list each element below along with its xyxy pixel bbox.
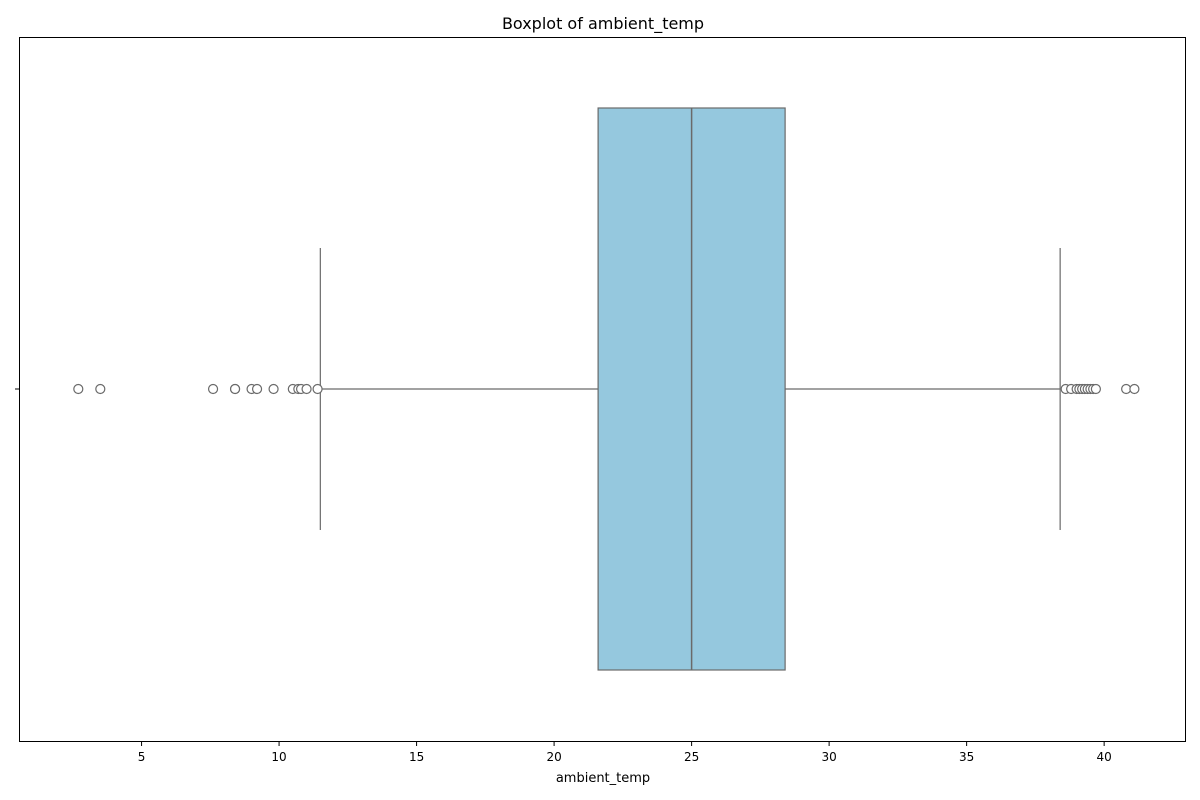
chart-title: Boxplot of ambient_temp [502,14,704,34]
x-axis-tick-label: 10 [271,750,286,764]
x-axis-tick-label: 5 [138,750,146,764]
outlier-point [251,383,263,395]
x-axis-tick-label: 40 [1097,750,1112,764]
outlier-point [312,383,323,395]
x-axis-tick-label: 35 [959,750,974,764]
x-axis-tick-label: 20 [546,750,561,764]
x-axis-tick-label: 15 [409,750,424,764]
outlier-point [268,383,279,395]
outlier-point [301,383,312,395]
outlier-point [1090,383,1101,395]
x-axis-tick-label: 25 [684,750,699,764]
outlier-point [1121,383,1132,395]
x-axis-label: ambient_temp [556,771,650,786]
outlier-point [95,383,106,395]
tick-layer: 5 10 15 20 25 30 35 40 [15,388,1112,764]
outlier-point [1129,383,1140,395]
outlier-point [229,383,241,395]
outlier-layer [73,383,1140,395]
x-axis-tick-label: 30 [821,750,836,764]
box-layer [597,107,786,671]
outlier-point [73,383,84,395]
outlier-point [207,383,219,395]
